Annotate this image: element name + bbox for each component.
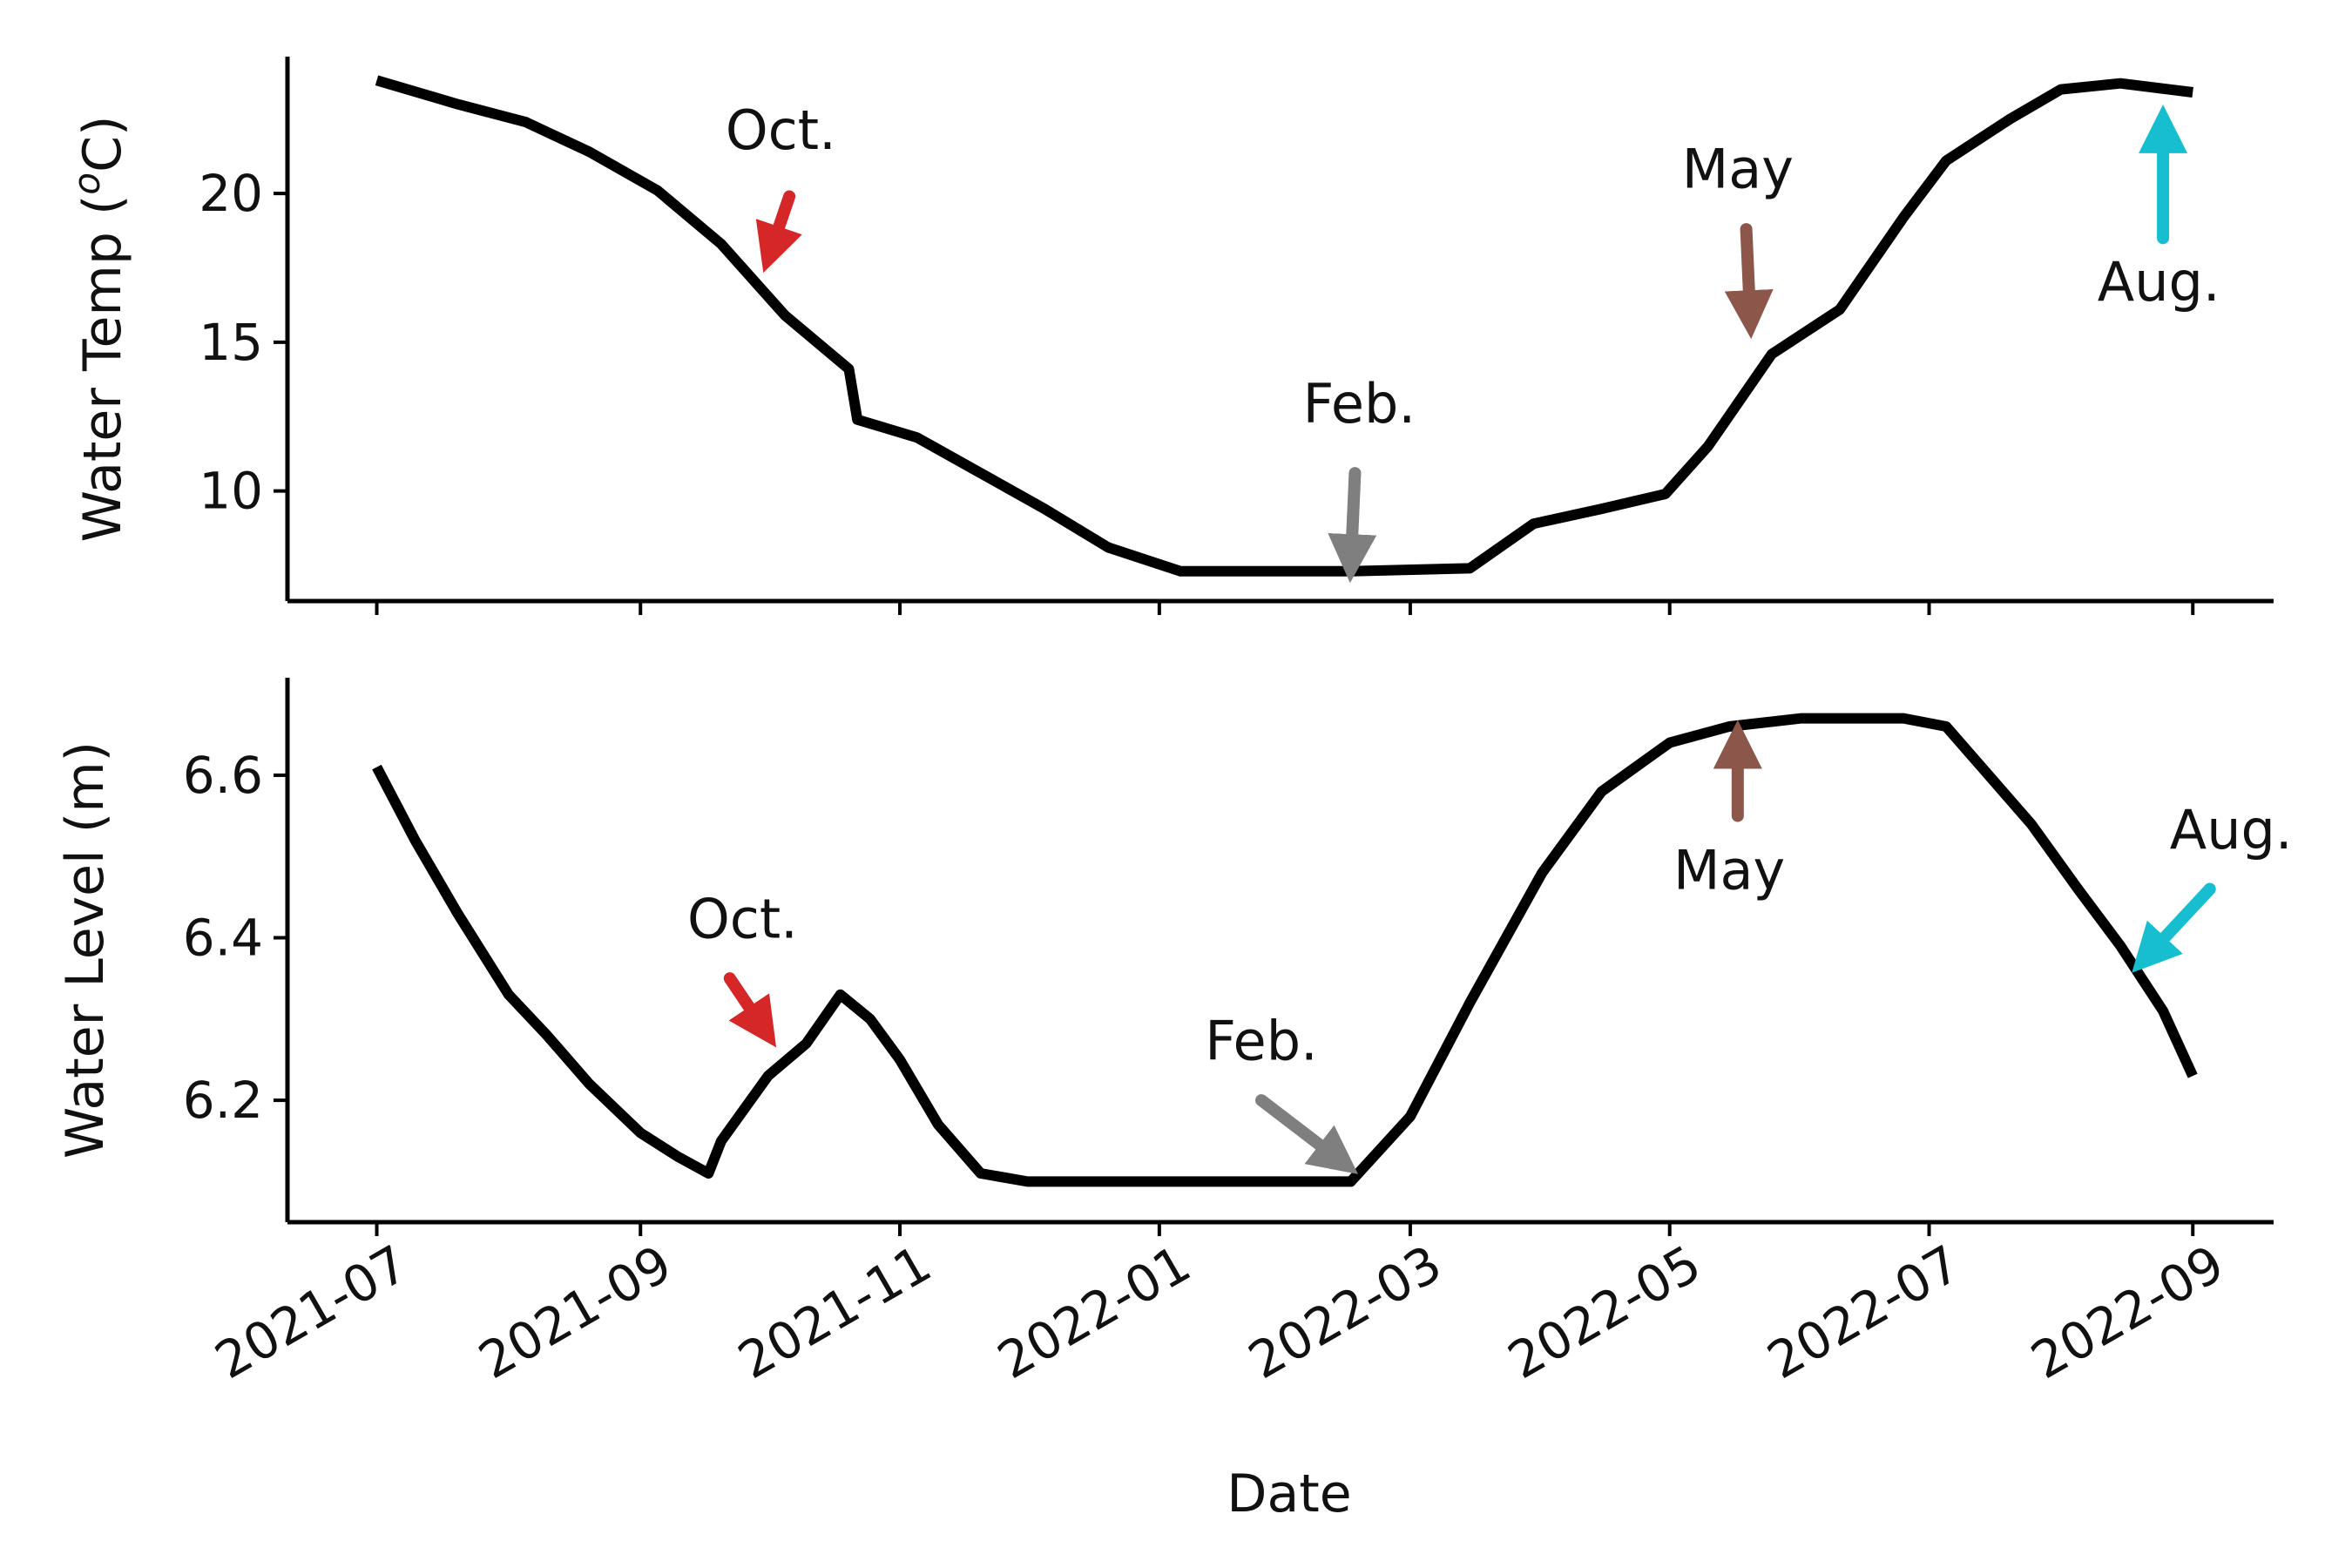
annotation-label: Aug. [2098, 250, 2220, 314]
annotation-oct: Oct. [726, 98, 836, 274]
annotation-arrow [755, 190, 802, 274]
y-axis-label: Water Temp (oC) [65, 116, 133, 543]
x-tick-label: 2022-01 [988, 1233, 1200, 1390]
annotation-label: Oct. [687, 888, 798, 951]
annotation-label: Aug. [2170, 798, 2293, 862]
annotation-feb: Feb. [1303, 372, 1416, 584]
x-tick-label: 2021-09 [469, 1233, 681, 1390]
annotation-label: May [1673, 839, 1785, 902]
annotation-arrow [1255, 1094, 1359, 1174]
annotation-feb: Feb. [1205, 1009, 1359, 1174]
series-line [375, 75, 2193, 577]
annotation-label: Oct. [726, 98, 836, 162]
annotation-oct: Oct. [687, 888, 798, 1048]
x-tick-label: 2022-03 [1239, 1233, 1451, 1390]
annotation-arrow [1724, 223, 1774, 340]
y-axis-label: Water Level (m) [55, 741, 116, 1159]
y-tick-label: 15 [199, 313, 263, 372]
x-tick-label: 2022-09 [2021, 1233, 2234, 1390]
y-tick-label: 6.2 [183, 1071, 263, 1130]
annotation-may: May [1673, 720, 1785, 902]
annotation-label: Feb. [1205, 1009, 1317, 1072]
annotation-arrow [2132, 882, 2216, 973]
annotation-aug: Aug. [2132, 798, 2293, 973]
annotation-aug: Aug. [2098, 104, 2220, 314]
series-line [372, 713, 2198, 1187]
x-axis-label: Date [1227, 1463, 1351, 1524]
x-tick-label: 2021-07 [206, 1233, 418, 1390]
x-tick-label: 2022-07 [1758, 1233, 1970, 1390]
annotation-may: May [1682, 137, 1794, 340]
annotation-arrow [1328, 467, 1377, 584]
annotation-arrow [723, 972, 777, 1048]
y-tick-label: 10 [199, 462, 263, 521]
x-tick-label: 2021-11 [728, 1233, 941, 1390]
annotation-label: Feb. [1303, 372, 1416, 436]
y-tick-label: 6.4 [183, 909, 263, 968]
y-tick-label: 20 [199, 164, 263, 223]
y-tick-label: 6.6 [183, 746, 263, 805]
x-tick-label: 2022-05 [1498, 1233, 1711, 1390]
annotation-label: May [1682, 137, 1794, 200]
panel-1: 10 15 20 Water Temp (oC) Oct. Feb. May Aug. [65, 57, 2274, 615]
